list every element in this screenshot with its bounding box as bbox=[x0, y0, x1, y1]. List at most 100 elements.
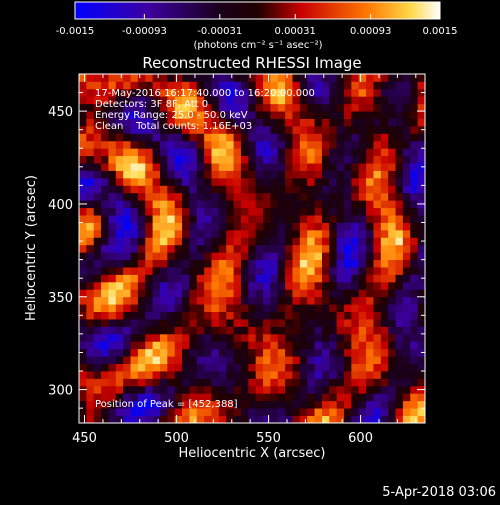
heatmap-cell bbox=[130, 244, 139, 253]
heatmap-cell bbox=[226, 74, 234, 82]
heatmap-cell bbox=[86, 125, 95, 134]
heatmap-cell bbox=[196, 140, 205, 149]
heatmap-cell bbox=[314, 163, 323, 171]
heatmap-cell bbox=[93, 319, 102, 327]
heatmap-cell bbox=[314, 125, 323, 134]
heatmap-cell bbox=[152, 170, 161, 179]
heatmap-cell bbox=[93, 281, 102, 290]
heatmap-cell bbox=[285, 356, 293, 364]
heatmap-cell bbox=[344, 133, 352, 142]
heatmap-cell bbox=[329, 371, 338, 379]
heatmap-cell bbox=[93, 244, 102, 253]
heatmap-cell bbox=[93, 378, 102, 387]
heatmap-cell bbox=[159, 400, 168, 409]
heatmap-cell bbox=[270, 259, 279, 268]
heatmap-cell bbox=[255, 281, 264, 290]
heatmap-cell bbox=[240, 81, 249, 90]
heatmap-cell bbox=[196, 163, 205, 171]
heatmap-cell bbox=[395, 111, 404, 119]
heatmap-cell bbox=[402, 356, 411, 364]
heatmap-cell bbox=[130, 163, 139, 171]
heatmap-cell bbox=[329, 252, 338, 261]
heatmap-cell bbox=[137, 177, 146, 186]
heatmap-cell bbox=[402, 192, 411, 201]
heatmap-cell bbox=[366, 296, 374, 305]
heatmap-cell bbox=[101, 200, 109, 209]
heatmap-cell bbox=[351, 274, 360, 283]
heatmap-cell bbox=[410, 111, 419, 119]
heatmap-cell bbox=[108, 356, 117, 364]
heatmap-cell bbox=[130, 371, 139, 379]
heatmap-cell bbox=[410, 393, 419, 402]
heatmap-cell bbox=[299, 111, 308, 119]
heatmap-cell bbox=[395, 341, 404, 350]
heatmap-cell bbox=[79, 267, 87, 275]
heatmap-cell bbox=[366, 155, 374, 164]
heatmap-cell bbox=[329, 356, 338, 364]
heatmap-cell bbox=[86, 88, 95, 97]
heatmap-cell bbox=[115, 177, 124, 186]
heatmap-cell bbox=[204, 125, 212, 134]
heatmap-cell bbox=[196, 237, 205, 246]
heatmap-cell bbox=[299, 326, 308, 335]
heatmap-cell bbox=[218, 155, 227, 164]
heatmap-cell bbox=[344, 341, 352, 350]
heatmap-cell bbox=[115, 415, 124, 423]
heatmap-cell bbox=[137, 200, 146, 209]
heatmap-cell bbox=[321, 385, 330, 394]
heatmap-cell bbox=[211, 281, 220, 290]
heatmap-cell bbox=[307, 170, 315, 179]
heatmap-cell bbox=[196, 296, 205, 305]
heatmap-cell bbox=[299, 341, 308, 350]
heatmap-cell bbox=[321, 207, 330, 216]
heatmap-cell bbox=[255, 177, 264, 186]
heatmap-cell bbox=[417, 371, 425, 379]
heatmap-cell bbox=[307, 289, 315, 298]
heatmap-cell bbox=[373, 378, 382, 387]
heatmap-cell bbox=[321, 185, 330, 194]
heatmap-cell bbox=[366, 371, 374, 379]
heatmap-cell bbox=[277, 200, 286, 209]
heatmap-cell bbox=[145, 378, 154, 387]
heatmap-cell bbox=[115, 96, 124, 105]
heatmap-cell bbox=[277, 408, 286, 416]
heatmap-cell bbox=[417, 74, 425, 82]
heatmap-cell bbox=[248, 281, 257, 290]
heatmap-cell bbox=[115, 88, 124, 97]
heatmap-cell bbox=[270, 400, 279, 409]
heatmap-cell bbox=[211, 200, 220, 209]
heatmap-cell bbox=[263, 259, 271, 268]
heatmap-cell bbox=[410, 222, 419, 231]
heatmap-cell bbox=[263, 289, 271, 298]
heatmap-cell bbox=[108, 385, 117, 394]
heatmap-cell bbox=[277, 118, 286, 127]
heatmap-cell bbox=[285, 222, 293, 231]
heatmap-cell bbox=[395, 311, 404, 320]
heatmap-cell bbox=[86, 274, 95, 283]
heatmap-cell bbox=[336, 148, 345, 157]
heatmap-cell bbox=[137, 333, 146, 342]
heatmap-cell bbox=[174, 333, 183, 342]
heatmap-cell bbox=[329, 326, 338, 335]
heatmap-cell bbox=[321, 140, 330, 149]
heatmap-cell bbox=[329, 348, 338, 357]
heatmap-cell bbox=[277, 274, 286, 283]
heatmap-cell bbox=[167, 326, 176, 335]
heatmap-cell bbox=[130, 319, 139, 327]
heatmap-cell bbox=[366, 177, 374, 186]
heatmap-cell bbox=[93, 296, 102, 305]
heatmap-cell bbox=[255, 415, 264, 423]
heatmap-cell bbox=[292, 215, 301, 223]
heatmap-cell bbox=[255, 74, 264, 82]
heatmap-cell bbox=[351, 333, 360, 342]
heatmap-cell bbox=[321, 229, 330, 238]
heatmap-cell bbox=[218, 281, 227, 290]
heatmap-cell bbox=[263, 385, 271, 394]
heatmap-cell bbox=[373, 296, 382, 305]
heatmap-cell bbox=[159, 378, 168, 387]
heatmap-cell bbox=[373, 341, 382, 350]
heatmap-cell bbox=[417, 207, 425, 216]
heatmap-cell bbox=[395, 222, 404, 231]
heatmap-cell bbox=[314, 363, 323, 372]
heatmap-cell bbox=[380, 333, 389, 342]
